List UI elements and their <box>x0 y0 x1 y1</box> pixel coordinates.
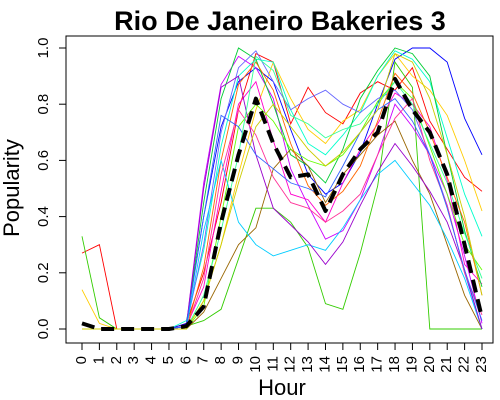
x-tick-label: 0 <box>73 356 90 364</box>
series-line-13 <box>82 158 483 330</box>
x-tick-label: 14 <box>316 356 333 373</box>
x-tick-label: 7 <box>195 356 212 364</box>
x-tick-label: 4 <box>143 356 160 364</box>
x-tick-label: 5 <box>160 356 177 364</box>
y-axis: 0.0 0.2 0.4 0.6 0.8 1.0 <box>35 38 67 340</box>
y-tick-label: 0.2 <box>35 262 52 283</box>
x-tick-label: 19 <box>403 356 420 373</box>
x-tick-label: 17 <box>369 356 386 373</box>
average-line <box>81 76 484 331</box>
y-tick-label: 1.0 <box>35 38 52 59</box>
x-tick-label: 16 <box>351 356 368 373</box>
y-tick-label: 0.4 <box>35 206 52 227</box>
series-line-8 <box>82 47 483 330</box>
series-line-11 <box>82 81 483 330</box>
x-axis: 0 1 2 3 4 5 6 7 8 9 10 11 12 13 14 15 16 17 18 19 20 21 22 23 <box>73 342 490 373</box>
x-tick-label: 13 <box>299 356 316 373</box>
x-tick-label: 10 <box>247 356 264 373</box>
average-layer <box>81 76 484 331</box>
x-tick-label: 18 <box>386 356 403 373</box>
x-tick-label: 11 <box>264 356 281 372</box>
x-tick-label: 15 <box>334 356 351 373</box>
series-layer <box>81 47 483 330</box>
x-tick-label: 3 <box>125 356 142 364</box>
y-axis-label: Popularity <box>0 139 24 237</box>
x-tick-label: 22 <box>456 356 473 373</box>
y-tick-label: 0.0 <box>35 319 52 340</box>
x-tick-label: 20 <box>421 356 438 373</box>
x-tick-label: 21 <box>438 356 455 373</box>
x-tick-label: 8 <box>212 356 229 364</box>
x-tick-label: 12 <box>282 356 299 373</box>
x-tick-label: 23 <box>473 356 490 373</box>
x-tick-label: 9 <box>229 356 246 364</box>
x-tick-label: 2 <box>108 356 125 364</box>
y-tick-label: 0.8 <box>35 94 52 115</box>
chart-title: Rio De Janeiro Bakeries 3 <box>114 6 446 36</box>
x-axis-label: Hour <box>258 375 306 400</box>
series-line-4 <box>82 47 483 330</box>
y-tick-label: 0.6 <box>35 150 52 171</box>
series-line-7 <box>82 80 483 330</box>
x-tick-label: 6 <box>177 356 194 364</box>
x-tick-label: 1 <box>90 356 107 364</box>
